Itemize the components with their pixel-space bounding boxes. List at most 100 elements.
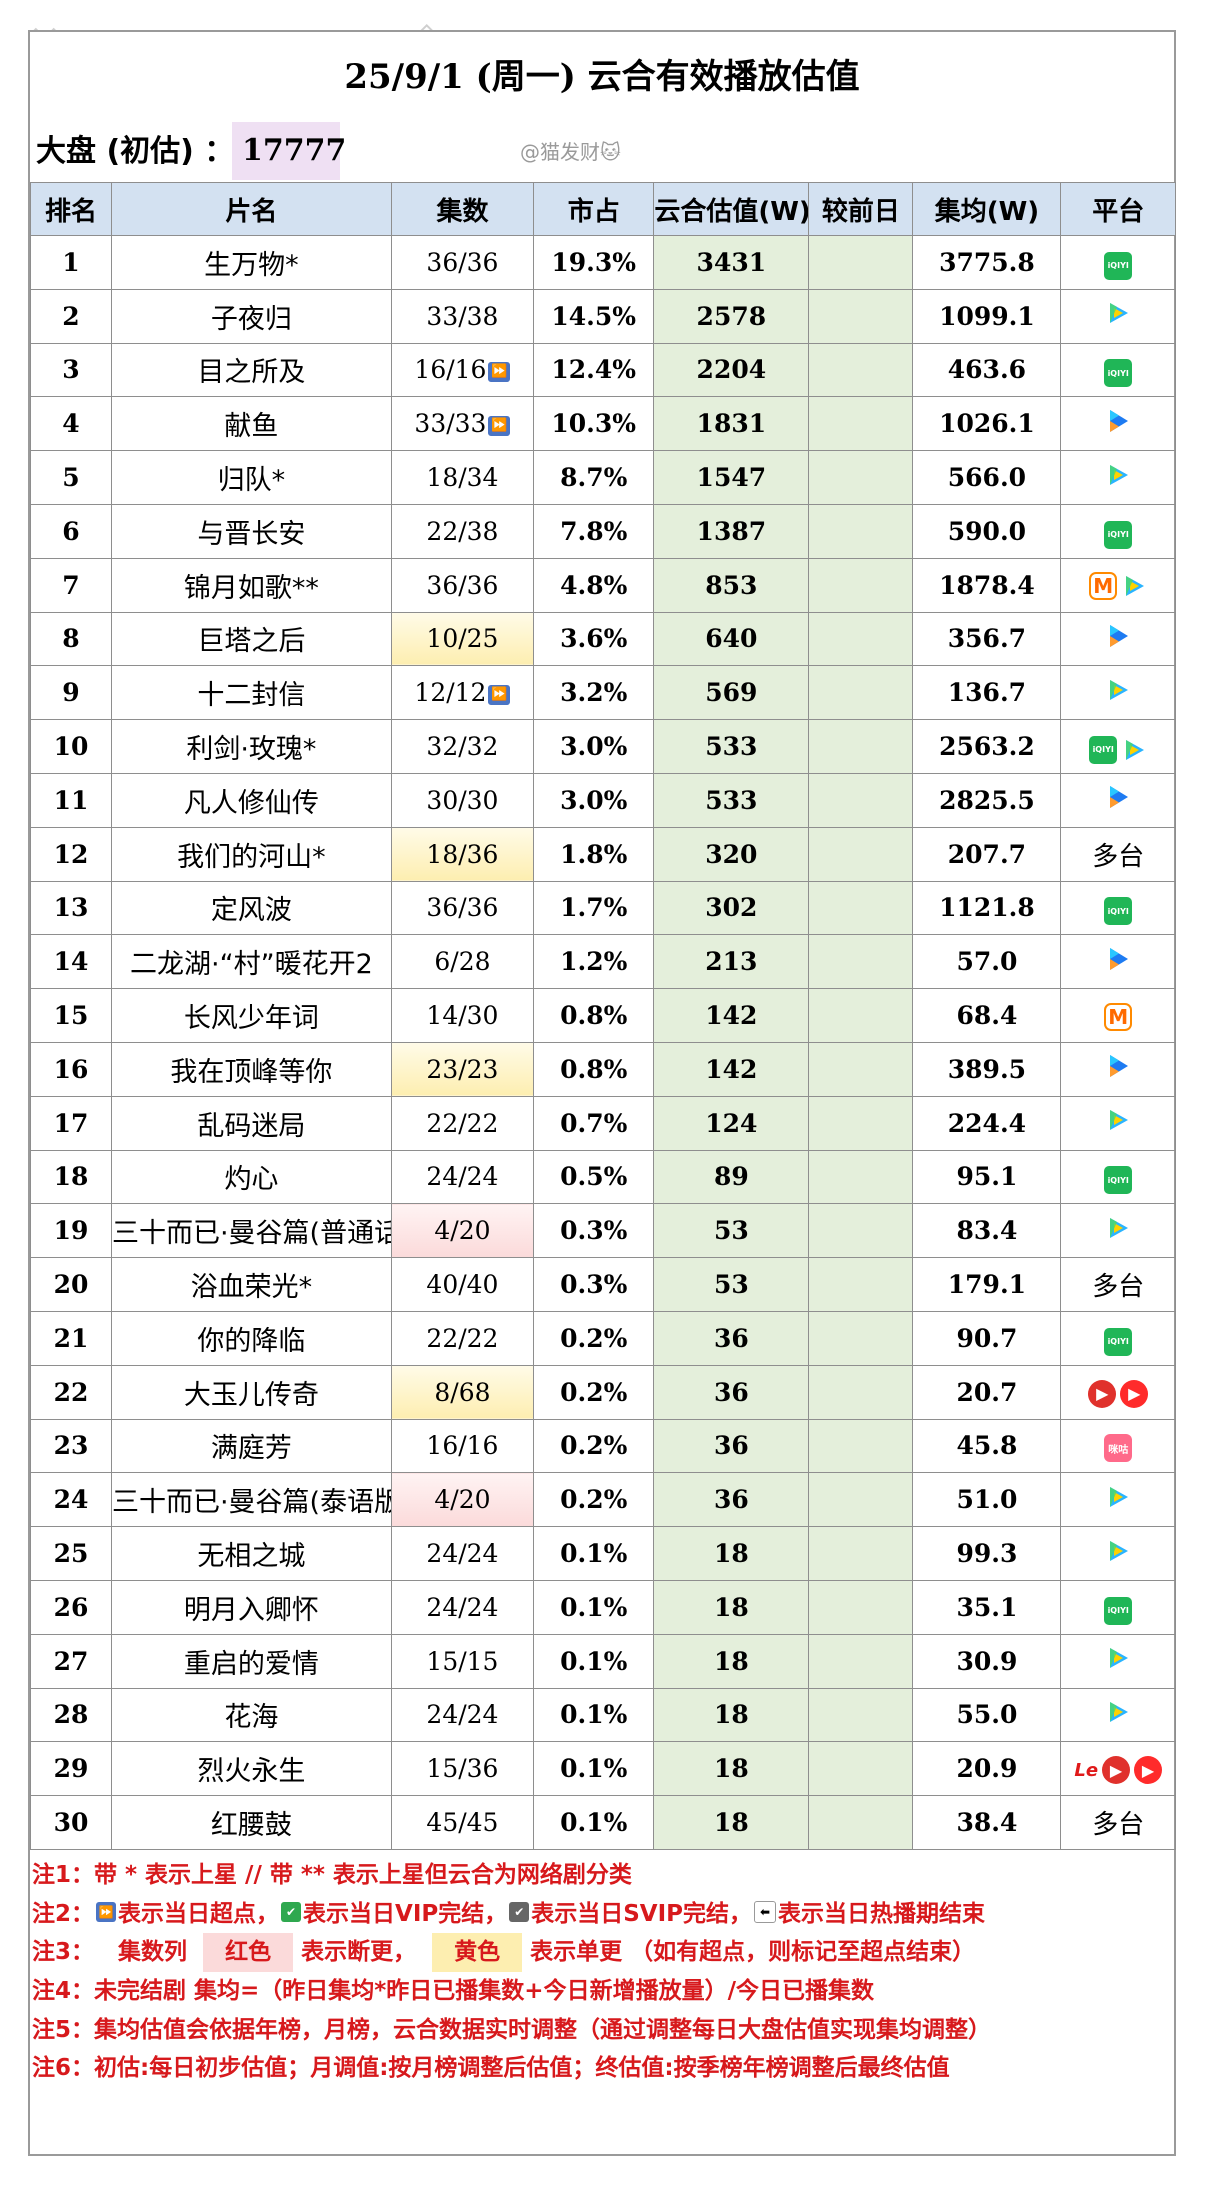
average-cell: 55.0 bbox=[912, 1687, 1062, 1743]
estimate-cell: 18 bbox=[653, 1687, 810, 1743]
platform-cell: Le ▶ ▶ bbox=[1060, 1741, 1176, 1797]
episodes-cell: 10/25 bbox=[390, 611, 535, 667]
estimate-cell: 53 bbox=[653, 1257, 810, 1312]
tencent-video-icon bbox=[1105, 462, 1131, 488]
iqiyi-icon: iQIYI bbox=[1104, 251, 1133, 280]
episodes-cell: 23/23 bbox=[390, 1041, 535, 1097]
episodes-cell: 24/24 bbox=[390, 1149, 535, 1205]
average-cell: 90.7 bbox=[912, 1310, 1062, 1366]
platform-cell bbox=[1060, 772, 1176, 828]
rank-cell: 30 bbox=[30, 1795, 112, 1850]
end-icon: ⬅ bbox=[754, 1901, 777, 1924]
platform-cell bbox=[1060, 1095, 1176, 1151]
platform-cell bbox=[1060, 1041, 1176, 1097]
episodes-value: 18/36 bbox=[426, 839, 499, 869]
estimate-cell: 18 bbox=[653, 1526, 810, 1581]
average-cell: 207.7 bbox=[912, 826, 1062, 882]
share-cell: 3.0% bbox=[533, 772, 655, 828]
tencent-video-icon bbox=[1121, 573, 1147, 599]
platform-cell bbox=[1060, 288, 1176, 344]
episodes-value: 33/33 bbox=[414, 409, 487, 439]
episodes-cell: 6/28 bbox=[390, 934, 535, 990]
red-play-icon-2: ▶ bbox=[1134, 1756, 1163, 1785]
rank-cell: 3 bbox=[30, 342, 112, 398]
estimate-cell: 569 bbox=[653, 665, 810, 721]
episodes-cell: 15/36 bbox=[390, 1741, 535, 1797]
platform-cell: M bbox=[1060, 557, 1176, 613]
share-cell: 12.4% bbox=[533, 342, 655, 398]
change-cell bbox=[808, 1418, 914, 1474]
episodes-value: 24/24 bbox=[426, 1592, 499, 1622]
table-row: 5 归队* 18/34 8.7% 1547 566.0 bbox=[30, 450, 1176, 505]
change-cell bbox=[808, 1687, 914, 1743]
share-cell: 1.8% bbox=[533, 826, 655, 882]
title-cell: 凡人修仙传 bbox=[110, 772, 392, 828]
title-cell: 子夜归 bbox=[110, 288, 392, 344]
table-row: 20 浴血荣光* 40/40 0.3% 53 179.1 多台 bbox=[30, 1257, 1176, 1312]
estimate-cell: 533 bbox=[653, 772, 810, 828]
share-cell: 3.0% bbox=[533, 719, 655, 774]
estimate-cell: 853 bbox=[653, 557, 810, 613]
estimate-cell: 18 bbox=[653, 1795, 810, 1850]
change-cell bbox=[808, 1095, 914, 1151]
episodes-value: 22/22 bbox=[426, 1323, 499, 1353]
platform-cell: iQIYI bbox=[1060, 503, 1176, 559]
estimate-cell: 142 bbox=[653, 988, 810, 1043]
iqiyi-icon: iQIYI bbox=[1104, 1327, 1133, 1356]
platform-cell: 多台 bbox=[1060, 1257, 1176, 1312]
table-row: 24 三十而已·曼谷篇(泰语版) 4/20 0.2% 36 51.0 bbox=[30, 1472, 1176, 1528]
title-cell: 满庭芳 bbox=[110, 1418, 392, 1474]
episodes-cell: 30/30 bbox=[390, 772, 535, 828]
episodes-value: 24/24 bbox=[426, 1539, 499, 1569]
platform-cell: iQIYI bbox=[1060, 235, 1176, 290]
note-5: 注5：集均估值会依据年榜，月榜，云合数据实时调整（通过调整每日大盘估值实现集均调… bbox=[32, 2016, 992, 2043]
rank-cell: 14 bbox=[30, 934, 112, 990]
platform-cell: 多台 bbox=[1060, 1795, 1176, 1850]
watermark: @猫发财🐱 bbox=[520, 140, 621, 164]
share-cell: 10.3% bbox=[533, 396, 655, 452]
platform-cell: iQIYI bbox=[1060, 1149, 1176, 1205]
ranking-table: 排名 片名 集数 市占 云合估值(W) 较前日 集均(W) 平台 1 生万物* 36… bbox=[30, 182, 1176, 1850]
table-row: 22 大玉儿传奇 8/68 0.2% 36 20.7 ▶ ▶ bbox=[30, 1364, 1176, 1420]
average-cell: 20.9 bbox=[912, 1741, 1062, 1797]
youku-icon bbox=[1105, 408, 1131, 434]
rank-cell: 1 bbox=[30, 235, 112, 290]
average-cell: 57.0 bbox=[912, 934, 1062, 990]
share-cell: 0.3% bbox=[533, 1203, 655, 1259]
red-play-icon: ▶ bbox=[1102, 1756, 1131, 1785]
platform-cell: 咪咕 bbox=[1060, 1418, 1176, 1474]
rank-cell: 27 bbox=[30, 1633, 112, 1689]
tencent-video-icon bbox=[1105, 1699, 1131, 1725]
note-4: 注4：未完结剧 集均=（昨日集均*昨日已播集数+今日新增播放量）/今日已播集数 bbox=[32, 1977, 874, 2004]
average-cell: 389.5 bbox=[912, 1041, 1062, 1097]
dapan-value: 17777 bbox=[232, 122, 346, 180]
rank-cell: 7 bbox=[30, 557, 112, 613]
estimate-cell: 36 bbox=[653, 1364, 810, 1420]
youku-icon bbox=[1105, 946, 1131, 972]
average-cell: 20.7 bbox=[912, 1364, 1062, 1420]
average-cell: 463.6 bbox=[912, 342, 1062, 398]
share-cell: 0.1% bbox=[533, 1687, 655, 1743]
title-cell: 二龙湖·“村”暖花开2 bbox=[110, 934, 392, 990]
dapan-label: 大盘 (初估) ： bbox=[36, 134, 235, 169]
average-cell: 136.7 bbox=[912, 665, 1062, 721]
title-cell: 生万物* bbox=[110, 235, 392, 290]
title-cell: 我在顶峰等你 bbox=[110, 1041, 392, 1097]
note-1: 注1：带 * 表示上星 // 带 ** 表示上星但云合为网络剧分类 bbox=[32, 1861, 632, 1888]
average-cell: 1026.1 bbox=[912, 396, 1062, 452]
episodes-value: 36/36 bbox=[426, 570, 499, 600]
dapan-row: 大盘 (初估) ： 17777 @猫发财🐱 bbox=[30, 122, 1174, 182]
average-cell: 45.8 bbox=[912, 1418, 1062, 1474]
episodes-cell: 33/38 bbox=[390, 288, 535, 344]
episodes-cell: 18/36 bbox=[390, 826, 535, 882]
estimate-cell: 213 bbox=[653, 934, 810, 990]
iqiyi-icon: iQIYI bbox=[1104, 1166, 1133, 1195]
title-cell: 锦月如歌** bbox=[110, 557, 392, 613]
episodes-cell: 15/15 bbox=[390, 1633, 535, 1689]
estimate-cell: 53 bbox=[653, 1203, 810, 1259]
estimate-cell: 142 bbox=[653, 1041, 810, 1097]
share-cell: 3.6% bbox=[533, 611, 655, 667]
platform-cell bbox=[1060, 1472, 1176, 1528]
title-cell: 无相之城 bbox=[110, 1526, 392, 1581]
platform-cell: 多台 bbox=[1060, 826, 1176, 882]
